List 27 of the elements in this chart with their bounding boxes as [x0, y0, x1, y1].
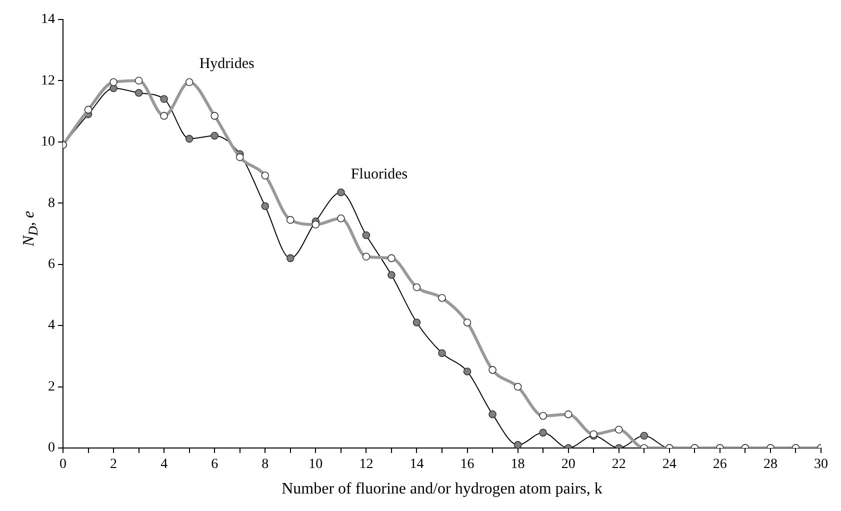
x-tick-label: 16	[460, 457, 474, 472]
x-tick-label: 8	[262, 457, 269, 472]
y-tick-label: 14	[41, 12, 55, 28]
y-tick-label: 0	[48, 440, 55, 456]
x-tick-label: 6	[211, 457, 218, 472]
y-tick-label: 8	[48, 196, 55, 211]
x-tick-label: 28	[763, 457, 778, 472]
series-label: Hydrides	[199, 56, 254, 72]
y-tick-label: 4	[48, 318, 55, 334]
x-tick-label: 26	[712, 457, 727, 472]
x-tick-label: 20	[561, 457, 576, 472]
series-label: Fluorides	[350, 166, 408, 182]
y-tick-label: 6	[48, 256, 55, 272]
y-tick-label: 10	[41, 134, 55, 150]
x-tick-label: 0	[60, 457, 66, 472]
x-tick-label: 10	[308, 457, 323, 472]
x-tick-label: 24	[662, 457, 676, 472]
x-tick-label: 4	[160, 457, 168, 472]
x-axis-title: Number of fluorine and/or hydrogen atom pairs, k	[282, 480, 602, 498]
y-tick-label: 12	[41, 73, 55, 88]
x-tick-label: 30	[814, 457, 828, 472]
x-tick-label: 2	[110, 457, 118, 472]
x-tick-label: 14	[410, 457, 424, 472]
y-tick-label: 2	[48, 379, 55, 394]
x-tick-label: 12	[359, 457, 374, 472]
x-tick-label: 22	[612, 457, 626, 472]
x-tick-label: 18	[510, 457, 525, 472]
